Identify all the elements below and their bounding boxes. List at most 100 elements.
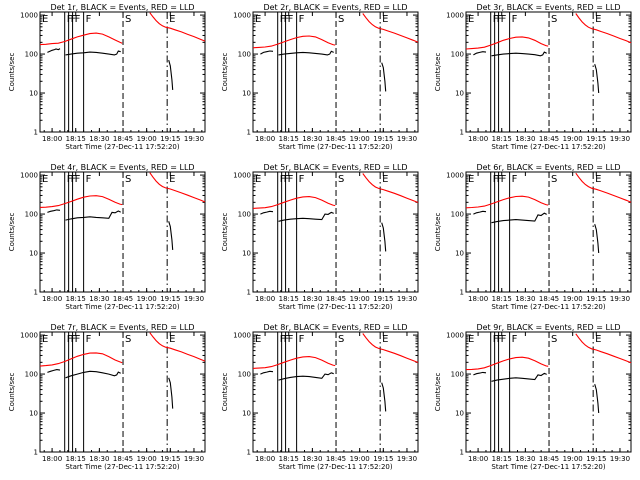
x-axis-title: Start Time (27-Dec-11 17:52:20) [491,303,605,311]
panel-det-6: Det 6r, BLACK = Events, RED = LLD 18:00 18… [434,163,632,311]
panel-title: Det 9r, BLACK = Events, RED = LLD [476,323,620,332]
x-tick-label: 19:00 [350,295,370,303]
marker-label: F [75,334,81,345]
marker-label: S [338,14,344,25]
x-tick-label: 19:15 [586,295,606,303]
events-series-line [47,209,61,213]
panel-det-3: Det 3r, BLACK = Events, RED = LLD 18:00 18… [434,3,632,151]
marker-label: S [338,334,344,345]
x-tick-label: 18:45 [539,295,559,303]
panel-title: Det 2r, BLACK = Events, RED = LLD [263,3,407,12]
x-tick-label: 18:45 [326,295,346,303]
x-tick-label: 18:15 [66,455,86,463]
marker-label: S [338,174,344,185]
marker-label: E [169,14,175,25]
x-tick-label: 19:30 [397,455,417,463]
panel-title: Det 1r, BLACK = Events, RED = LLD [50,3,194,12]
y-tick-label: 1000 [20,172,38,180]
y-tick-label: 100 [25,211,38,219]
x-tick-label: 18:15 [66,135,86,143]
y-tick-label: 1 [460,289,464,297]
lld-series-line [465,36,549,50]
panel-det-5: Det 5r, BLACK = Events, RED = LLD 18:00 18… [221,163,419,311]
y-tick-label: 1000 [446,172,464,180]
y-tick-label: 1000 [20,12,38,20]
x-tick-label: 18:45 [539,135,559,143]
marker-label: F [280,334,286,345]
lld-series-line [252,35,336,49]
events-series-line [168,59,174,90]
y-tick-label: 1 [460,449,464,457]
marker-label: F [86,174,92,185]
events-series-line [65,210,121,221]
x-tick-label: 18:00 [42,455,62,463]
lld-series-line [575,333,632,364]
marker-label: F [512,14,518,25]
events-series-line [260,210,274,215]
events-series-line [473,210,487,215]
x-tick-label: 19:15 [160,295,180,303]
x-tick-label: 18:15 [66,295,86,303]
events-series-line [47,369,61,373]
y-tick-label: 10 [29,90,38,98]
marker-label: E [382,174,388,185]
y-tick-label: 1000 [20,332,38,340]
y-tick-label: 1000 [446,332,464,340]
lld-series-line [39,352,123,367]
marker-label: F [288,14,294,25]
marker-label: F [299,174,305,185]
x-tick-label: 18:00 [42,295,62,303]
marker-label: E [595,334,601,345]
marker-label: F [71,334,77,345]
events-series-line [473,371,487,376]
x-tick-label: 18:15 [492,295,512,303]
y-tick-label: 100 [451,211,464,219]
marker-label: F [501,14,507,25]
marker-label: S [125,334,131,345]
y-tick-label: 1000 [233,332,251,340]
x-tick-label: 18:00 [255,455,275,463]
marker-label: E [468,14,474,25]
y-tick-label: 100 [238,371,251,379]
x-axis-title: Start Time (27-Dec-11 17:52:20) [65,463,179,471]
y-tick-label: 1 [247,449,251,457]
x-tick-label: 18:15 [492,455,512,463]
events-series-line [278,211,334,222]
y-axis-title: Counts/sec [434,373,442,412]
marker-label: F [67,14,73,25]
panel-title: Det 6r, BLACK = Events, RED = LLD [476,163,620,172]
marker-label: E [595,14,601,25]
panel-title: Det 5r, BLACK = Events, RED = LLD [263,163,407,172]
x-tick-label: 18:30 [515,455,535,463]
x-tick-label: 18:45 [326,135,346,143]
x-tick-label: 18:30 [302,455,322,463]
x-tick-label: 19:15 [373,295,393,303]
x-axis-title: Start Time (27-Dec-11 17:52:20) [65,303,179,311]
x-tick-label: 19:00 [137,135,157,143]
x-axis-title: Start Time (27-Dec-11 17:52:20) [278,143,392,151]
x-tick-label: 19:15 [586,455,606,463]
marker-label: E [169,334,175,345]
x-tick-label: 18:15 [279,295,299,303]
marker-label: S [551,14,557,25]
marker-label: F [71,14,77,25]
y-tick-label: 1 [34,449,38,457]
x-axis-title: Start Time (27-Dec-11 17:52:20) [278,303,392,311]
lld-series-line [465,356,549,371]
x-tick-label: 19:30 [397,295,417,303]
marker-label: F [493,174,499,185]
y-tick-label: 1 [460,129,464,137]
panel-title: Det 3r, BLACK = Events, RED = LLD [476,3,620,12]
y-tick-label: 10 [455,410,464,418]
marker-label: E [255,174,261,185]
x-tick-label: 19:30 [184,295,204,303]
x-tick-label: 18:15 [279,455,299,463]
x-tick-label: 18:00 [42,135,62,143]
marker-label: S [551,334,557,345]
marker-label: E [42,334,48,345]
lld-series-line [39,195,123,208]
y-axis-title: Counts/sec [221,373,229,412]
events-series-line [381,382,387,412]
events-series-line [491,212,547,224]
y-tick-label: 1 [247,289,251,297]
